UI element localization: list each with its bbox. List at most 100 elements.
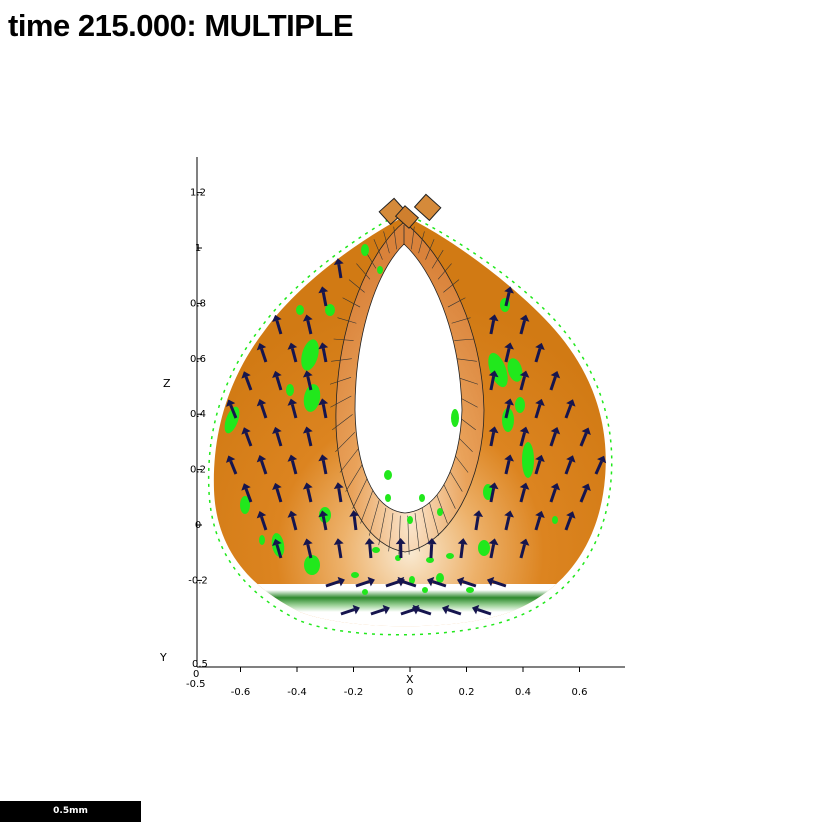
tube-hole — [354, 243, 463, 514]
tube-rib — [434, 490, 448, 524]
velocity-arrow — [519, 370, 530, 391]
tube-rib — [447, 297, 466, 308]
tube-rib — [421, 507, 430, 546]
velocity-arrow — [473, 510, 484, 531]
green-marker — [522, 442, 534, 478]
green-marker — [502, 408, 514, 432]
z-tick-label: 0 — [195, 520, 201, 531]
velocity-arrow — [534, 398, 545, 419]
velocity-arrow — [519, 426, 530, 447]
green-marker — [372, 547, 380, 553]
green-marker — [483, 484, 493, 500]
green-marker — [437, 508, 443, 516]
tube-rib — [443, 279, 460, 293]
x-ticks: -0.6 -0.4 -0.2 0 0.2 0.4 0.6 — [231, 667, 588, 698]
velocity-arrow — [272, 314, 283, 335]
velocity-arrow — [534, 342, 545, 363]
tube-rib — [437, 263, 452, 280]
tube-rib — [342, 297, 361, 308]
velocity-arrow — [504, 510, 514, 531]
tube-rib — [425, 239, 435, 260]
velocity-arrow — [519, 538, 530, 559]
green-marker — [296, 305, 304, 315]
velocity-arrow — [318, 398, 329, 419]
velocity-arrow — [241, 483, 253, 503]
velocity-arrow — [333, 258, 344, 279]
tube-rib — [451, 317, 471, 324]
green-markers — [224, 244, 558, 595]
tube-rib — [414, 513, 420, 552]
tube-rib — [330, 395, 352, 408]
x-tick-label: 0.4 — [515, 687, 531, 698]
velocity-arrow — [287, 454, 298, 475]
velocity-arrow — [457, 538, 468, 559]
velocity-arrow — [488, 314, 499, 335]
velocity-arrow — [594, 455, 607, 475]
green-marker — [224, 406, 240, 434]
velocity-arrow — [364, 538, 375, 559]
velocity-arrow — [504, 398, 514, 419]
tube-rib — [378, 507, 387, 546]
top-cross — [378, 193, 442, 229]
velocity-arrow — [504, 454, 514, 475]
green-marker — [552, 516, 558, 524]
tube-rib — [418, 231, 425, 254]
velocity-arrow — [564, 399, 576, 419]
velocity-arrow — [504, 342, 514, 363]
tube-rib — [356, 263, 371, 280]
green-marker — [488, 352, 508, 388]
velocity-arrow — [395, 538, 406, 559]
tube-rib — [333, 338, 354, 341]
velocity-arrow — [226, 455, 238, 475]
velocity-arrow — [426, 538, 437, 559]
velocity-arrow — [256, 399, 268, 419]
velocity-arrow — [287, 342, 298, 363]
velocity-arrow — [256, 343, 268, 363]
velocity-arrow — [486, 576, 507, 588]
x-axis-label: X — [406, 673, 414, 686]
tube-rib — [329, 377, 352, 385]
velocity-arrow — [504, 286, 514, 307]
velocity-arrow — [488, 426, 499, 447]
velocity-arrow — [519, 314, 530, 335]
velocity-arrow — [549, 371, 561, 391]
green-marker — [240, 496, 250, 514]
velocity-arrow — [302, 370, 313, 391]
velocity-arrow — [318, 454, 329, 475]
bottom-band — [213, 584, 606, 627]
green-marker — [286, 384, 294, 396]
velocity-arrow — [456, 576, 477, 588]
tube-rib — [456, 358, 477, 362]
green-marker — [478, 540, 490, 556]
velocity-arrow — [318, 510, 329, 531]
velocity-arrow — [318, 286, 329, 307]
velocity-arrow — [318, 342, 329, 363]
page-title: time 215.000: MULTIPLE — [8, 8, 354, 43]
tube-rib — [331, 358, 352, 362]
z-axis-label: Z — [163, 377, 171, 390]
green-marker — [361, 244, 369, 256]
velocity-arrows — [226, 258, 607, 616]
green-marker — [426, 557, 434, 563]
green-marker — [409, 576, 415, 584]
tube-rib — [393, 226, 397, 250]
z-tick-label: 0.2 — [190, 465, 206, 476]
velocity-arrow — [272, 370, 283, 391]
z-ticks: 1.2 1 0.8 0.6 0.4 0.2 0 -0.2 — [188, 188, 208, 587]
velocity-arrow — [579, 427, 591, 447]
tube-rib — [411, 226, 415, 250]
velocity-arrow — [272, 538, 283, 559]
velocity-arrow — [256, 511, 268, 531]
z-tick-label: -0.2 — [188, 575, 208, 586]
y-tick-0.5: 0.5 — [192, 659, 208, 670]
green-marker — [419, 494, 425, 502]
x-tick-label: 0.6 — [572, 687, 588, 698]
green-marker — [446, 553, 454, 559]
z-tick-label: 1 — [195, 243, 201, 254]
green-marker — [515, 397, 525, 413]
velocity-arrow — [549, 483, 561, 503]
green-marker — [303, 384, 321, 412]
green-marker — [301, 339, 319, 371]
velocity-arrow — [302, 482, 313, 503]
x-tick-label: 0.2 — [459, 687, 475, 698]
